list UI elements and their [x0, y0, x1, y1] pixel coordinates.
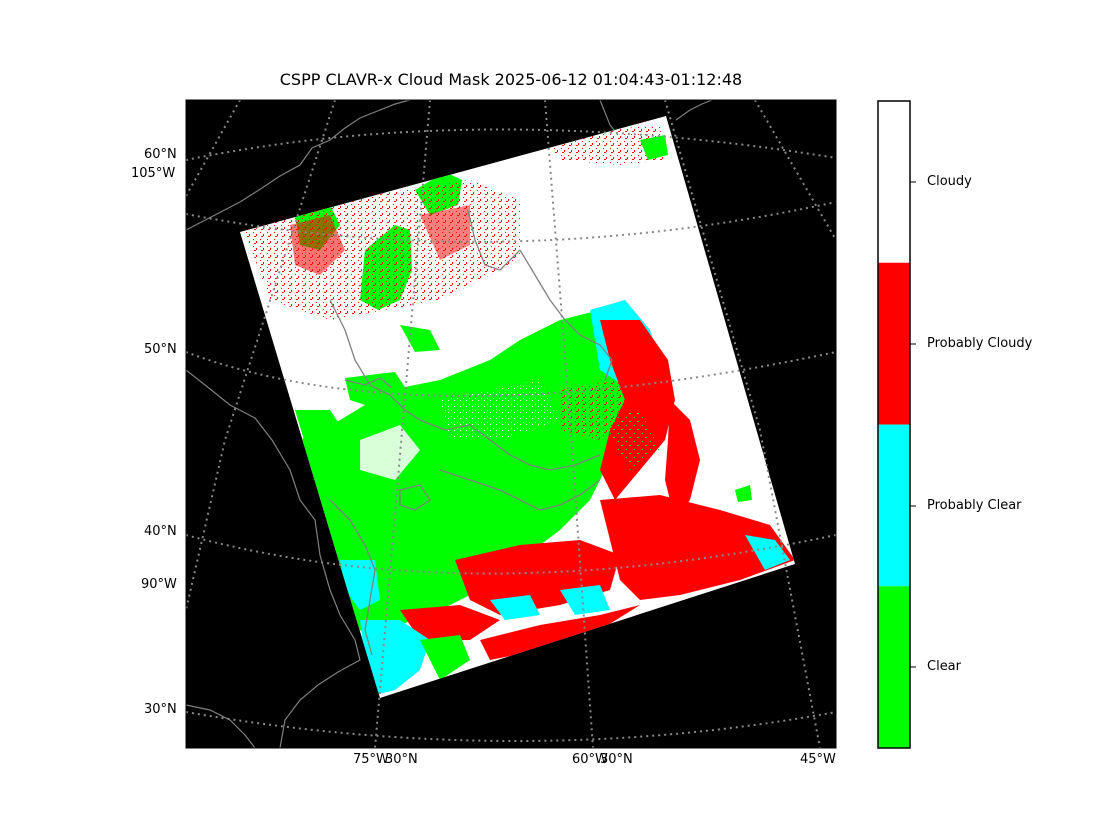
graticule [186, 100, 836, 748]
cloud-mask-swath [240, 116, 795, 698]
colorbar-label-cloudy: Cloudy [927, 174, 972, 189]
map-frame [185, 99, 837, 749]
colorbar-label-probably-cloudy: Probably Cloudy [927, 336, 1033, 351]
lon-label-60w: 60°W [572, 752, 608, 767]
clear-region [400, 325, 440, 352]
meridian-75w [374, 100, 431, 748]
parallel-50n [186, 351, 836, 397]
colorbar-swatch-probably-cloudy [878, 262, 910, 425]
probably-cloudy-region [600, 495, 795, 600]
colorbar-swatch-probably-clear [878, 424, 910, 587]
parallel-30n [186, 711, 836, 742]
probably-clear-region [490, 595, 540, 620]
parallel-55n [186, 201, 836, 243]
coastline-greenland [675, 100, 713, 121]
clear-region [420, 635, 470, 680]
probably-clear-region [560, 585, 610, 615]
cloudy-gap [360, 425, 420, 480]
probably-cloudy-region [600, 320, 675, 500]
lon-label-90w: 90°W [141, 577, 177, 592]
coastline-hudson-bay [519, 249, 613, 381]
clear-region [345, 372, 410, 410]
lat-label-60n: 60°N [144, 147, 177, 162]
probably-cloudy-region [290, 215, 345, 275]
lon-label-45w: 45°W [800, 752, 836, 767]
colorbar [877, 100, 916, 749]
coastline-labrador [467, 209, 521, 271]
colorbar-label-probably-clear: Probably Clear [927, 498, 1022, 513]
colorbar-label-clear: Clear [927, 659, 961, 674]
coastline-southwest [186, 369, 361, 748]
probably-cloudy-region [400, 605, 500, 640]
probably-cloudy-region [480, 605, 640, 660]
meridian-105w [186, 100, 241, 197]
coastline-north [186, 100, 411, 231]
parallel-60n [186, 128, 836, 161]
probably-cloudy-region [665, 400, 700, 520]
clear-region [600, 410, 660, 470]
lat-label-50n: 50°N [144, 342, 177, 357]
clear-region [295, 410, 350, 460]
lat-label-30n-bottom: 30°N [385, 752, 418, 767]
coastline-great-lakes [329, 299, 601, 471]
clear-region [640, 135, 668, 160]
colorbar-swatch-clear [878, 586, 910, 748]
probably-cloudy-region [420, 205, 470, 260]
lon-label-75w: 75°W [353, 752, 389, 767]
lat-label-30n: 30°N [144, 702, 177, 717]
meridian-60w [544, 100, 594, 748]
coastline-gulf [186, 704, 256, 748]
coastline-st-lawrence [439, 469, 601, 511]
lon-label-105w: 105°W [131, 166, 176, 181]
clear-region [735, 485, 752, 502]
colorbar-frame [877, 100, 911, 749]
probably-clear-region [360, 620, 430, 695]
colorbar-swatch-cloudy [878, 101, 910, 263]
parallel-40n [186, 534, 836, 575]
probably-clear-region [745, 535, 790, 570]
coastline-lakes [344, 377, 431, 511]
lat-label-40n: 40°N [144, 524, 177, 539]
map-title: CSPP CLAVR-x Cloud Mask 2025-06-12 01:04… [279, 70, 743, 89]
coastline-east [329, 499, 376, 656]
lat-label-30n-bottom-2: 30°N [600, 752, 633, 767]
meridian-45w [664, 100, 821, 748]
